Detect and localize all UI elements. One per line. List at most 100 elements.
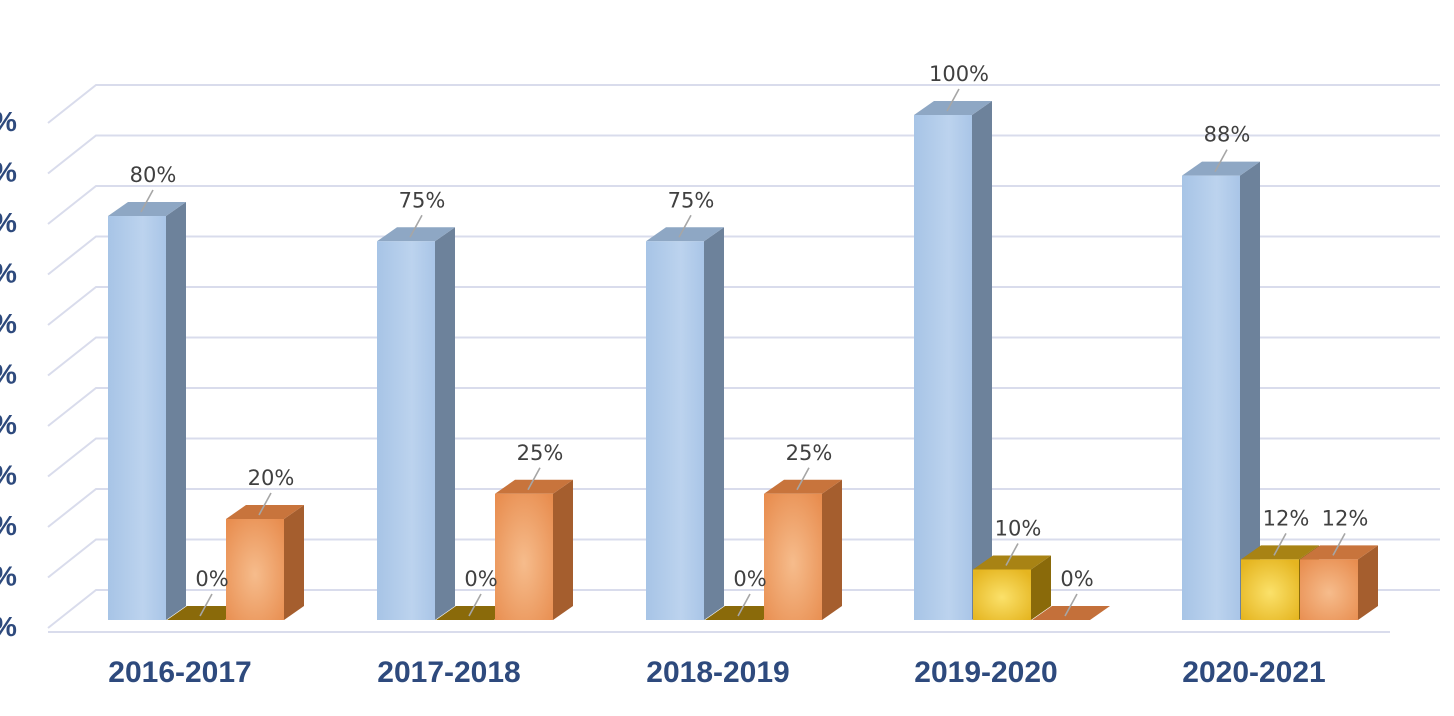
bar-top (1241, 545, 1319, 560)
bar-front (1182, 175, 1240, 620)
bar-front (764, 493, 822, 620)
leader-line (1332, 533, 1346, 556)
bar-side (435, 227, 455, 620)
bar-side (553, 479, 573, 620)
bar (1300, 545, 1378, 620)
bar-top (495, 479, 573, 494)
bar (646, 227, 724, 620)
bar (226, 505, 304, 620)
leader-line (468, 593, 482, 617)
bar-zero-slab (436, 606, 514, 620)
bars (108, 101, 1378, 620)
data-label: 75% (399, 188, 446, 212)
data-label: 20% (248, 466, 295, 490)
bar-top (1182, 161, 1260, 176)
bar-front (377, 241, 435, 620)
data-label: 25% (517, 441, 564, 465)
y-tick-label: % (0, 106, 17, 137)
y-tick-label: % (0, 157, 17, 188)
y-tick-label: % (0, 561, 17, 592)
y-axis-ticks: %%%%%%%%%%% (0, 106, 17, 642)
bar (167, 606, 245, 620)
data-label: 12% (1322, 506, 1369, 530)
leader-line (1064, 593, 1078, 617)
leader-line (140, 189, 154, 213)
bar-zero-slab (1032, 606, 1110, 620)
y-tick-label: % (0, 460, 17, 491)
category-label: 2017-2018 (377, 656, 520, 689)
leader-line (1273, 533, 1287, 556)
category-label: 2016-2017 (108, 656, 251, 689)
data-labels: 80% 0% 20% 75% 0% 25% 75% 0% 25% 100% 10% 0% 88% 12% 1… (130, 62, 1369, 617)
leader-line (1005, 543, 1019, 566)
leader-line (527, 467, 541, 491)
bar-top (226, 505, 304, 519)
bar-front (108, 216, 166, 620)
bar-front (226, 519, 284, 620)
bar-zero-slab (705, 606, 783, 620)
bar (973, 555, 1051, 620)
bar (1032, 606, 1110, 620)
bar-front (495, 493, 553, 620)
bar-front (646, 241, 704, 620)
bar-front (914, 115, 972, 620)
data-label: 100% (929, 62, 989, 86)
bar-side (704, 227, 724, 620)
leader-line (1214, 149, 1228, 172)
data-label: 88% (1204, 123, 1251, 147)
bar-side (1358, 545, 1378, 620)
bar-side (1031, 555, 1051, 620)
bar (914, 101, 992, 620)
leader-line (678, 214, 692, 238)
bar (1182, 161, 1260, 620)
bar-top (914, 101, 992, 115)
bar (108, 202, 186, 620)
data-label: 80% (130, 163, 177, 187)
bar-zero-slab (167, 606, 245, 620)
leader-line (258, 492, 272, 516)
data-label: 10% (995, 517, 1042, 541)
leader-line (737, 593, 751, 617)
data-label: 0% (195, 567, 228, 591)
category-label: 2019-2020 (914, 656, 1057, 689)
y-tick-label: % (0, 510, 17, 541)
y-tick-label: % (0, 611, 17, 642)
bar (705, 606, 783, 620)
bar-top (764, 479, 842, 494)
y-tick-label: % (0, 207, 17, 238)
bar-top (377, 227, 455, 242)
category-label: 2020-2021 (1182, 656, 1325, 689)
y-tick-label: % (0, 359, 17, 390)
category-label: 2018-2019 (646, 656, 789, 689)
bar-top (108, 202, 186, 216)
leader-line (409, 214, 423, 238)
bar (377, 227, 455, 620)
data-label: 25% (786, 441, 833, 465)
bar-side (1240, 161, 1260, 620)
bar-top (646, 227, 724, 242)
bar-top (1300, 545, 1378, 560)
leader-line (199, 593, 213, 617)
bar-front (1300, 559, 1358, 620)
bar-side (822, 479, 842, 620)
data-label: 12% (1263, 506, 1310, 530)
bar-side (284, 505, 304, 620)
bar-front (1241, 559, 1299, 620)
y-tick-label: % (0, 409, 17, 440)
y-tick-label: % (0, 258, 17, 289)
data-label: 0% (1060, 567, 1093, 591)
y-tick-label: % (0, 308, 17, 339)
data-label: 0% (733, 567, 766, 591)
bar (764, 479, 842, 620)
bar (495, 479, 573, 620)
bar (436, 606, 514, 620)
bar-front (973, 569, 1031, 620)
gridline (47, 84, 1440, 124)
bar-top (973, 555, 1051, 570)
leader-line (946, 88, 960, 112)
data-label: 75% (668, 188, 715, 212)
leader-line (796, 467, 810, 491)
x-axis-categories: 2016-2017 2017-2018 2018-2019 2019-2020 2020… (108, 656, 1325, 689)
